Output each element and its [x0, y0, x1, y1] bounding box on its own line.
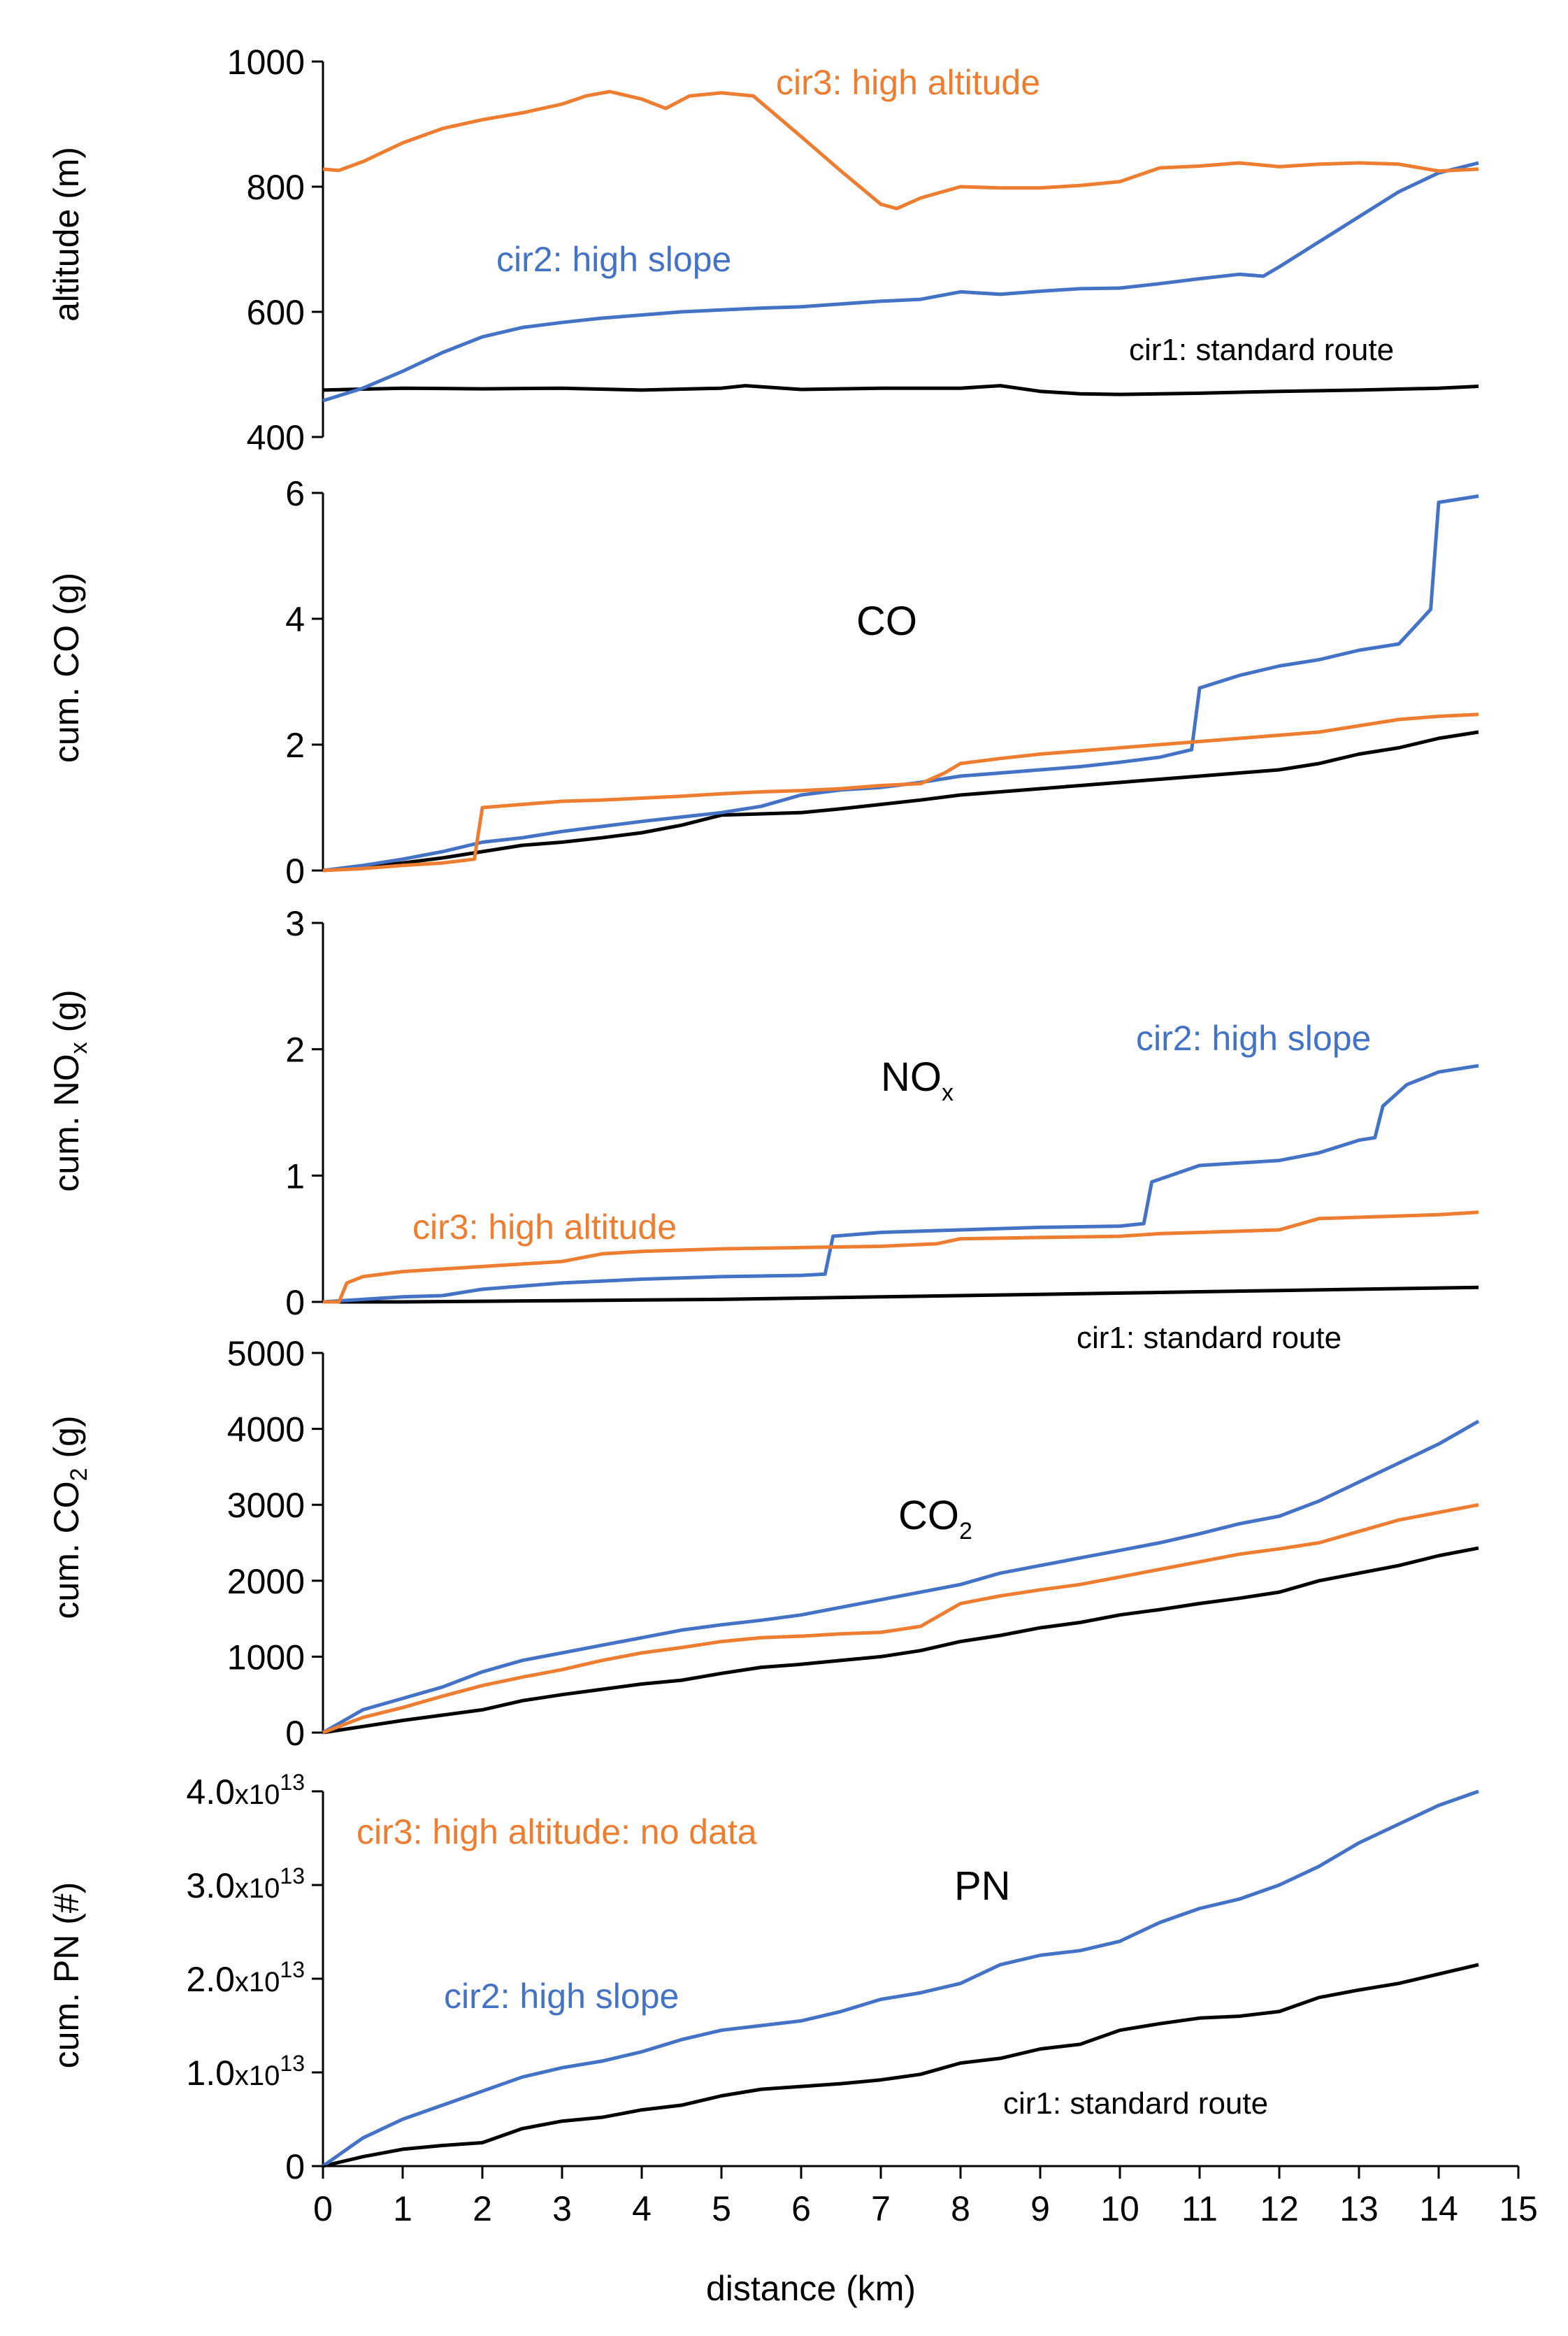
annotation-cir2-high-slope: cir2: high slope — [1136, 1019, 1371, 1058]
co2-y-tick-label: 5000 — [227, 1334, 305, 1373]
annotation-cir3-high-altitude: cir3: high altitude — [412, 1208, 677, 1247]
x-tick-label: 13 — [1339, 2189, 1379, 2228]
pn-panel-name: PN — [954, 1863, 1011, 1909]
co2-ticks: 0 1000 2000 3000 4000 5000 — [227, 1334, 324, 1753]
series-cir1-line — [322, 730, 1479, 873]
nox-panel: cum. NOx (g) 0 1 2 3 NOx cir2: high slope c… — [47, 904, 1479, 1355]
co2-plot — [322, 1419, 1480, 1735]
x-axis-label: distance (km) — [706, 2269, 916, 2308]
pn-y-tick-label: 0 — [285, 2147, 305, 2186]
co2-y-tick-label: 1000 — [227, 1638, 305, 1677]
pn-ticks: 0 1.0x1013 2.0x1013 3.0x1013 4.0x1013 — [186, 1770, 324, 2186]
x-tick-label: 5 — [712, 2189, 731, 2228]
series-cir3-line — [322, 1503, 1479, 1735]
co2-panel: cum. CO2 (g) 0 1000 2000 3000 4000 5000 CO2 — [47, 1334, 1480, 1753]
co-plot — [322, 494, 1479, 873]
co2-y-tick-label: 2000 — [227, 1562, 305, 1601]
altitude-y-tick-label: 1000 — [227, 43, 305, 82]
series-cir1-line — [322, 1963, 1479, 2168]
nox-y-tick-label: 2 — [285, 1031, 305, 1070]
x-tick-label: 0 — [313, 2189, 333, 2228]
pn-y-tick-label: 1.0x1013 — [186, 2051, 305, 2093]
x-tick-label: 11 — [1181, 2189, 1218, 2228]
altitude-y-tick-label: 600 — [247, 293, 305, 332]
co2-ylabel: cum. CO2 (g) — [47, 1415, 92, 1619]
altitude-ticks: 400 600 800 1000 — [227, 43, 324, 457]
pn-y-tick-label: 2.0x1013 — [186, 1957, 305, 1999]
x-tick-label: 9 — [1030, 2189, 1050, 2228]
annotation-cir3-high-altitude: cir3: high altitude — [776, 63, 1040, 102]
series-cir2-line — [322, 1419, 1480, 1735]
x-tick-label: 6 — [791, 2189, 811, 2228]
annotation-cir2-high-slope: cir2: high slope — [444, 1977, 679, 2016]
co2-y-tick-label: 0 — [285, 1714, 305, 1753]
co-ticks: 0 2 4 6 — [285, 474, 324, 891]
x-tick-label: 3 — [552, 2189, 572, 2228]
x-tick-label: 15 — [1499, 2189, 1538, 2228]
x-tick-label: 14 — [1419, 2189, 1458, 2228]
nox-y-tick-label: 0 — [285, 1283, 305, 1322]
co-ylabel: cum. CO (g) — [47, 573, 86, 763]
co-panel: cum. CO (g) 0 2 4 6 CO — [47, 474, 1479, 891]
series-cir2-line — [322, 161, 1479, 403]
nox-plot — [322, 1063, 1479, 1304]
co2-panel-name: CO2 — [898, 1493, 972, 1545]
series-cir2-line — [322, 1789, 1479, 2168]
series-cir2-line — [322, 1063, 1479, 1304]
co-panel-name: CO — [856, 599, 917, 644]
x-tick-label: 2 — [473, 2189, 492, 2228]
pn-panel: cum. PN (#) 0 1.0x1013 2.0x1013 3.0x1013 4.0… — [47, 1770, 1479, 2186]
nox-y-tick-label: 3 — [285, 904, 305, 943]
series-cir1-line — [322, 384, 1479, 396]
pn-plot — [322, 1789, 1479, 2168]
co-y-tick-label: 2 — [285, 726, 305, 765]
annotation-cir1-standard-route: cir1: standard route — [1003, 2086, 1268, 2121]
annotation-cir1-standard-route: cir1: standard route — [1129, 333, 1394, 367]
series-cir1-line — [323, 1285, 1479, 1304]
x-tick-label: 12 — [1260, 2189, 1299, 2228]
nox-panel-name: NOx — [881, 1054, 954, 1106]
co-y-tick-label: 4 — [285, 600, 305, 639]
annotation-cir3-no-data: cir3: high altitude: no data — [357, 1812, 757, 1851]
series-cir1-line — [322, 1546, 1479, 1735]
x-tick-label: 4 — [632, 2189, 652, 2228]
nox-ylabel: cum. NOx (g) — [47, 989, 92, 1191]
series-cir3-line — [323, 1210, 1479, 1304]
x-tick-label: 8 — [951, 2189, 970, 2228]
nox-y-tick-label: 1 — [285, 1156, 305, 1196]
nox-ticks: 0 1 2 3 — [285, 904, 324, 1322]
pn-y-tick-label: 4.0x1013 — [186, 1770, 305, 1812]
co2-y-tick-label: 3000 — [227, 1486, 305, 1525]
altitude-panel: altitude (m) 400 600 800 1000 cir3: high al… — [47, 43, 1479, 457]
x-tick-label: 7 — [871, 2189, 891, 2228]
annotation-cir1-standard-route: cir1: standard route — [1077, 1321, 1342, 1355]
co2-y-tick-label: 4000 — [227, 1410, 305, 1449]
x-tick-label: 1 — [393, 2189, 412, 2228]
pn-ylabel: cum. PN (#) — [47, 1882, 86, 2069]
altitude-ylabel: altitude (m) — [47, 147, 86, 322]
altitude-y-tick-label: 800 — [247, 168, 305, 207]
series-cir3-line — [322, 89, 1479, 210]
altitude-plot — [322, 89, 1479, 403]
co-y-tick-label: 6 — [285, 474, 305, 513]
altitude-y-tick-label: 400 — [247, 418, 305, 457]
series-cir3-line — [322, 712, 1479, 873]
x-axis: 0 1 2 3 4 5 6 7 8 9 10 11 12 13 14 15 — [313, 2165, 1538, 2228]
series-cir2-line — [322, 494, 1479, 873]
co-y-tick-label: 0 — [285, 852, 305, 891]
annotation-cir2-high-slope: cir2: high slope — [496, 240, 731, 279]
pn-y-tick-label: 3.0x1013 — [186, 1863, 305, 1905]
x-tick-label: 10 — [1100, 2189, 1139, 2228]
